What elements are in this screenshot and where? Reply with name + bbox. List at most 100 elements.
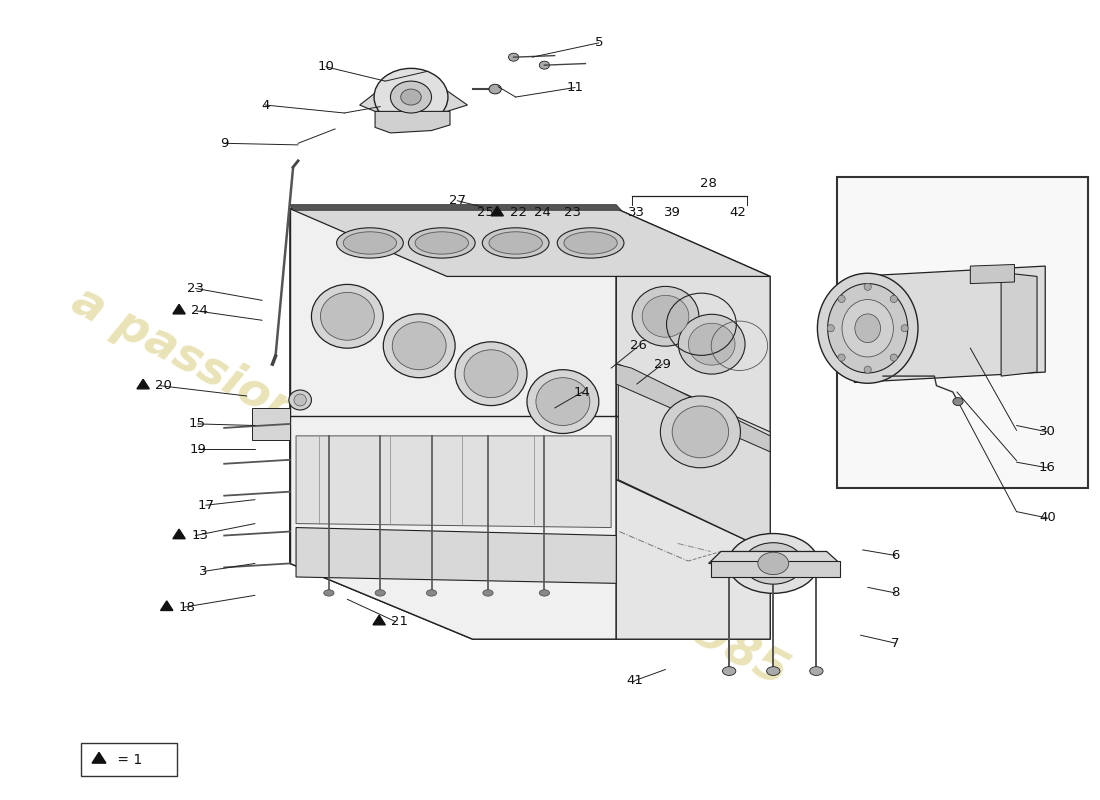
Ellipse shape (343, 232, 397, 254)
Ellipse shape (455, 342, 527, 406)
Text: 33: 33 (628, 206, 646, 219)
Polygon shape (616, 209, 770, 551)
Polygon shape (360, 90, 411, 111)
Text: 21: 21 (392, 615, 408, 628)
Ellipse shape (838, 354, 845, 361)
Text: 24: 24 (534, 206, 551, 219)
Ellipse shape (838, 295, 845, 302)
Polygon shape (616, 480, 770, 639)
Polygon shape (970, 265, 1014, 284)
Text: 28: 28 (701, 177, 717, 190)
Ellipse shape (483, 590, 493, 596)
Ellipse shape (289, 390, 311, 410)
Polygon shape (708, 551, 840, 563)
Ellipse shape (311, 285, 383, 348)
Ellipse shape (660, 396, 740, 468)
Ellipse shape (323, 590, 334, 596)
Ellipse shape (294, 394, 306, 406)
Ellipse shape (390, 81, 431, 113)
Ellipse shape (865, 366, 871, 374)
Text: 10: 10 (318, 60, 334, 74)
Text: 19: 19 (189, 443, 206, 456)
Ellipse shape (536, 378, 590, 426)
Text: 39: 39 (664, 206, 681, 219)
Polygon shape (92, 752, 106, 763)
Text: 16: 16 (1038, 462, 1056, 474)
Ellipse shape (564, 232, 617, 254)
Polygon shape (173, 529, 185, 538)
Polygon shape (373, 615, 385, 625)
Ellipse shape (953, 398, 964, 406)
Text: 23: 23 (187, 282, 204, 295)
Text: 14: 14 (574, 386, 591, 398)
Polygon shape (1001, 273, 1037, 376)
Text: 20: 20 (155, 379, 173, 392)
Ellipse shape (890, 295, 898, 302)
Polygon shape (411, 90, 467, 111)
Text: 29: 29 (654, 358, 671, 370)
Ellipse shape (901, 325, 909, 332)
Ellipse shape (337, 228, 404, 258)
Text: 24: 24 (191, 304, 208, 318)
Text: 23: 23 (563, 206, 581, 219)
Ellipse shape (679, 314, 745, 374)
Ellipse shape (482, 228, 549, 258)
Text: 11: 11 (566, 81, 584, 94)
Text: 42: 42 (729, 206, 746, 219)
Polygon shape (296, 527, 616, 583)
Polygon shape (955, 408, 1057, 438)
Ellipse shape (490, 232, 542, 254)
Text: 30: 30 (1038, 426, 1056, 438)
Text: euromotive
a passion for parts since 1985: euromotive a passion for parts since 198… (64, 232, 819, 695)
Polygon shape (290, 209, 616, 639)
Polygon shape (616, 364, 770, 452)
Ellipse shape (400, 89, 421, 105)
Text: 5: 5 (595, 36, 603, 50)
Polygon shape (491, 206, 504, 216)
Ellipse shape (865, 283, 871, 290)
Ellipse shape (672, 406, 728, 458)
Ellipse shape (728, 534, 818, 594)
Ellipse shape (723, 666, 736, 675)
Text: 27: 27 (449, 194, 465, 207)
Ellipse shape (810, 666, 823, 675)
Polygon shape (711, 561, 840, 577)
Polygon shape (618, 364, 770, 551)
Ellipse shape (827, 325, 834, 332)
FancyBboxPatch shape (80, 743, 177, 776)
Ellipse shape (842, 299, 893, 357)
Polygon shape (855, 266, 1045, 382)
Ellipse shape (767, 666, 780, 675)
Ellipse shape (758, 552, 789, 574)
Ellipse shape (689, 323, 735, 365)
Polygon shape (290, 209, 770, 277)
Polygon shape (173, 304, 185, 314)
Ellipse shape (890, 354, 898, 361)
Ellipse shape (744, 542, 803, 584)
Polygon shape (138, 379, 150, 389)
Ellipse shape (375, 590, 385, 596)
Polygon shape (290, 416, 770, 639)
Ellipse shape (558, 228, 624, 258)
Text: 40: 40 (1038, 511, 1056, 525)
Text: 3: 3 (199, 565, 208, 578)
Ellipse shape (490, 84, 502, 94)
Ellipse shape (642, 295, 689, 338)
Text: 22: 22 (509, 206, 527, 219)
Ellipse shape (527, 370, 598, 434)
Ellipse shape (374, 68, 448, 126)
Ellipse shape (827, 284, 908, 373)
Text: 18: 18 (179, 601, 196, 614)
Text: 7: 7 (891, 637, 900, 650)
Polygon shape (290, 205, 622, 210)
Ellipse shape (855, 314, 880, 342)
Text: 6: 6 (891, 549, 900, 562)
Ellipse shape (464, 350, 518, 398)
Ellipse shape (539, 590, 550, 596)
Bar (837, 177, 1088, 488)
Text: 26: 26 (630, 339, 647, 352)
Ellipse shape (383, 314, 455, 378)
Text: 4: 4 (261, 98, 270, 111)
Polygon shape (252, 408, 290, 440)
Text: 15: 15 (189, 418, 206, 430)
